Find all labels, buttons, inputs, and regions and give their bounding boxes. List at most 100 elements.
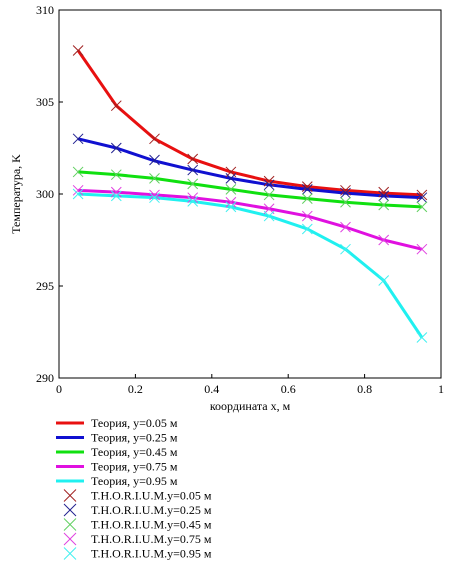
data-point-marker [340,221,351,233]
data-point-marker [72,188,84,200]
legend-label: T.H.O.R.I.U.M.y=0.45 м [91,518,212,532]
x-tick-label: 0 [56,382,62,396]
data-point-marker [110,169,122,181]
data-point-marker [340,196,351,208]
data-point-marker [263,189,275,201]
series-layer [72,45,428,343]
data-point-marker [187,153,199,165]
x-tick-label: 0.8 [357,382,372,396]
data-point-marker [225,201,237,213]
legend-item: Теория, y=0.05 м [56,416,178,430]
data-point-marker [225,184,237,195]
data-point-marker [378,275,390,286]
data-point-marker [225,173,237,184]
series-markers-9 [72,184,428,255]
data-point-marker [149,192,160,204]
legend-label: T.H.O.R.I.U.M.y=0.75 м [91,532,212,546]
data-point-marker [187,196,199,207]
y-tick-label: 305 [36,95,54,109]
data-point-marker [187,192,199,204]
data-point-marker [72,45,84,56]
y-tick-label: 295 [36,279,54,293]
legend-label: T.H.O.R.I.U.M.y=0.25 м [91,503,212,517]
data-point-marker [110,100,122,112]
data-point-marker [263,175,275,187]
x-axis-ticks: 0 0.2 0.4 0.6 0.8 1 [56,374,444,396]
data-point-marker [416,189,428,201]
legend-label: Теория, y=0.05 м [91,416,178,430]
data-point-marker [149,189,160,201]
legend-item: Теория, y=0.95 м [56,474,178,488]
legend-item: T.H.O.R.I.U.M.y=0.95 м [63,547,212,561]
data-point-marker [301,193,313,204]
data-point-marker [301,184,313,195]
x-tick-label: 0.2 [128,382,143,396]
data-point-marker [187,164,199,176]
legend-label: T.H.O.R.I.U.M.y=0.95 м [91,547,212,561]
data-point-marker [149,154,160,166]
legend-swatch [63,547,77,560]
legend-swatch [63,489,77,502]
y-tick-label: 300 [36,187,54,201]
data-point-marker [263,210,275,222]
y-axis-title: Температура, K [9,154,23,234]
data-point-marker [72,166,84,178]
legend-item: Теория, y=0.75 м [56,460,178,474]
data-point-marker [340,184,351,196]
legend-item: T.H.O.R.I.U.M.y=0.45 м [63,518,212,532]
data-point-marker [187,178,199,190]
data-point-marker [378,190,390,202]
legend-item: T.H.O.R.I.U.M.y=0.75 м [63,532,212,546]
data-point-marker [301,210,313,222]
x-axis-title: координата x, м [210,399,291,413]
x-tick-label: 0.4 [204,382,219,396]
data-point-marker [340,243,351,255]
series-line-2 [77,137,422,200]
legend-item: T.H.O.R.I.U.M.y=0.05 м [63,489,212,503]
data-point-marker [149,133,160,145]
legend-swatch [63,532,77,546]
data-point-marker [110,142,122,154]
data-point-marker [225,196,237,208]
y-axis-ticks: 290 295 300 305 310 [36,3,63,385]
legend-swatch [63,503,77,517]
legend-label: T.H.O.R.I.U.M.y=0.05 м [91,489,212,503]
data-point-marker [340,187,351,199]
x-tick-label: 0.6 [281,382,296,396]
series-line-5 [78,192,424,339]
y-tick-label: 310 [36,3,54,17]
data-point-marker [301,223,313,235]
data-point-marker [301,181,313,192]
data-point-marker [416,201,428,213]
legend-label: Теория, y=0.75 м [91,460,178,474]
y-tick-label: 290 [36,371,54,385]
legend-item: Теория, y=0.25 м [56,431,178,445]
data-point-marker [72,184,84,196]
series-line-3 [77,170,422,209]
data-point-marker [378,234,390,246]
data-point-marker [416,192,428,204]
data-point-marker [378,186,390,198]
data-point-marker [378,199,390,211]
data-point-marker [110,186,122,198]
legend-item: T.H.O.R.I.U.M.y=0.25 м [63,503,212,517]
data-point-marker [416,243,428,255]
data-point-marker [149,173,160,184]
legend-label: Теория, y=0.25 м [91,431,178,445]
legend-label: Теория, y=0.95 м [91,474,178,488]
legend-item: Теория, y=0.45 м [56,445,178,459]
legend-swatch [63,518,77,531]
series-markers-8 [72,166,428,213]
data-point-marker [72,133,84,145]
data-point-marker [416,332,428,343]
data-point-marker [110,190,122,202]
x-tick-label: 1 [438,382,444,396]
series-markers-7 [72,133,428,204]
legend-label: Теория, y=0.45 м [91,445,178,459]
series-markers-10 [72,188,428,343]
series-line-1 [76,49,422,197]
series-line-4 [78,188,423,251]
data-point-marker [263,179,275,191]
